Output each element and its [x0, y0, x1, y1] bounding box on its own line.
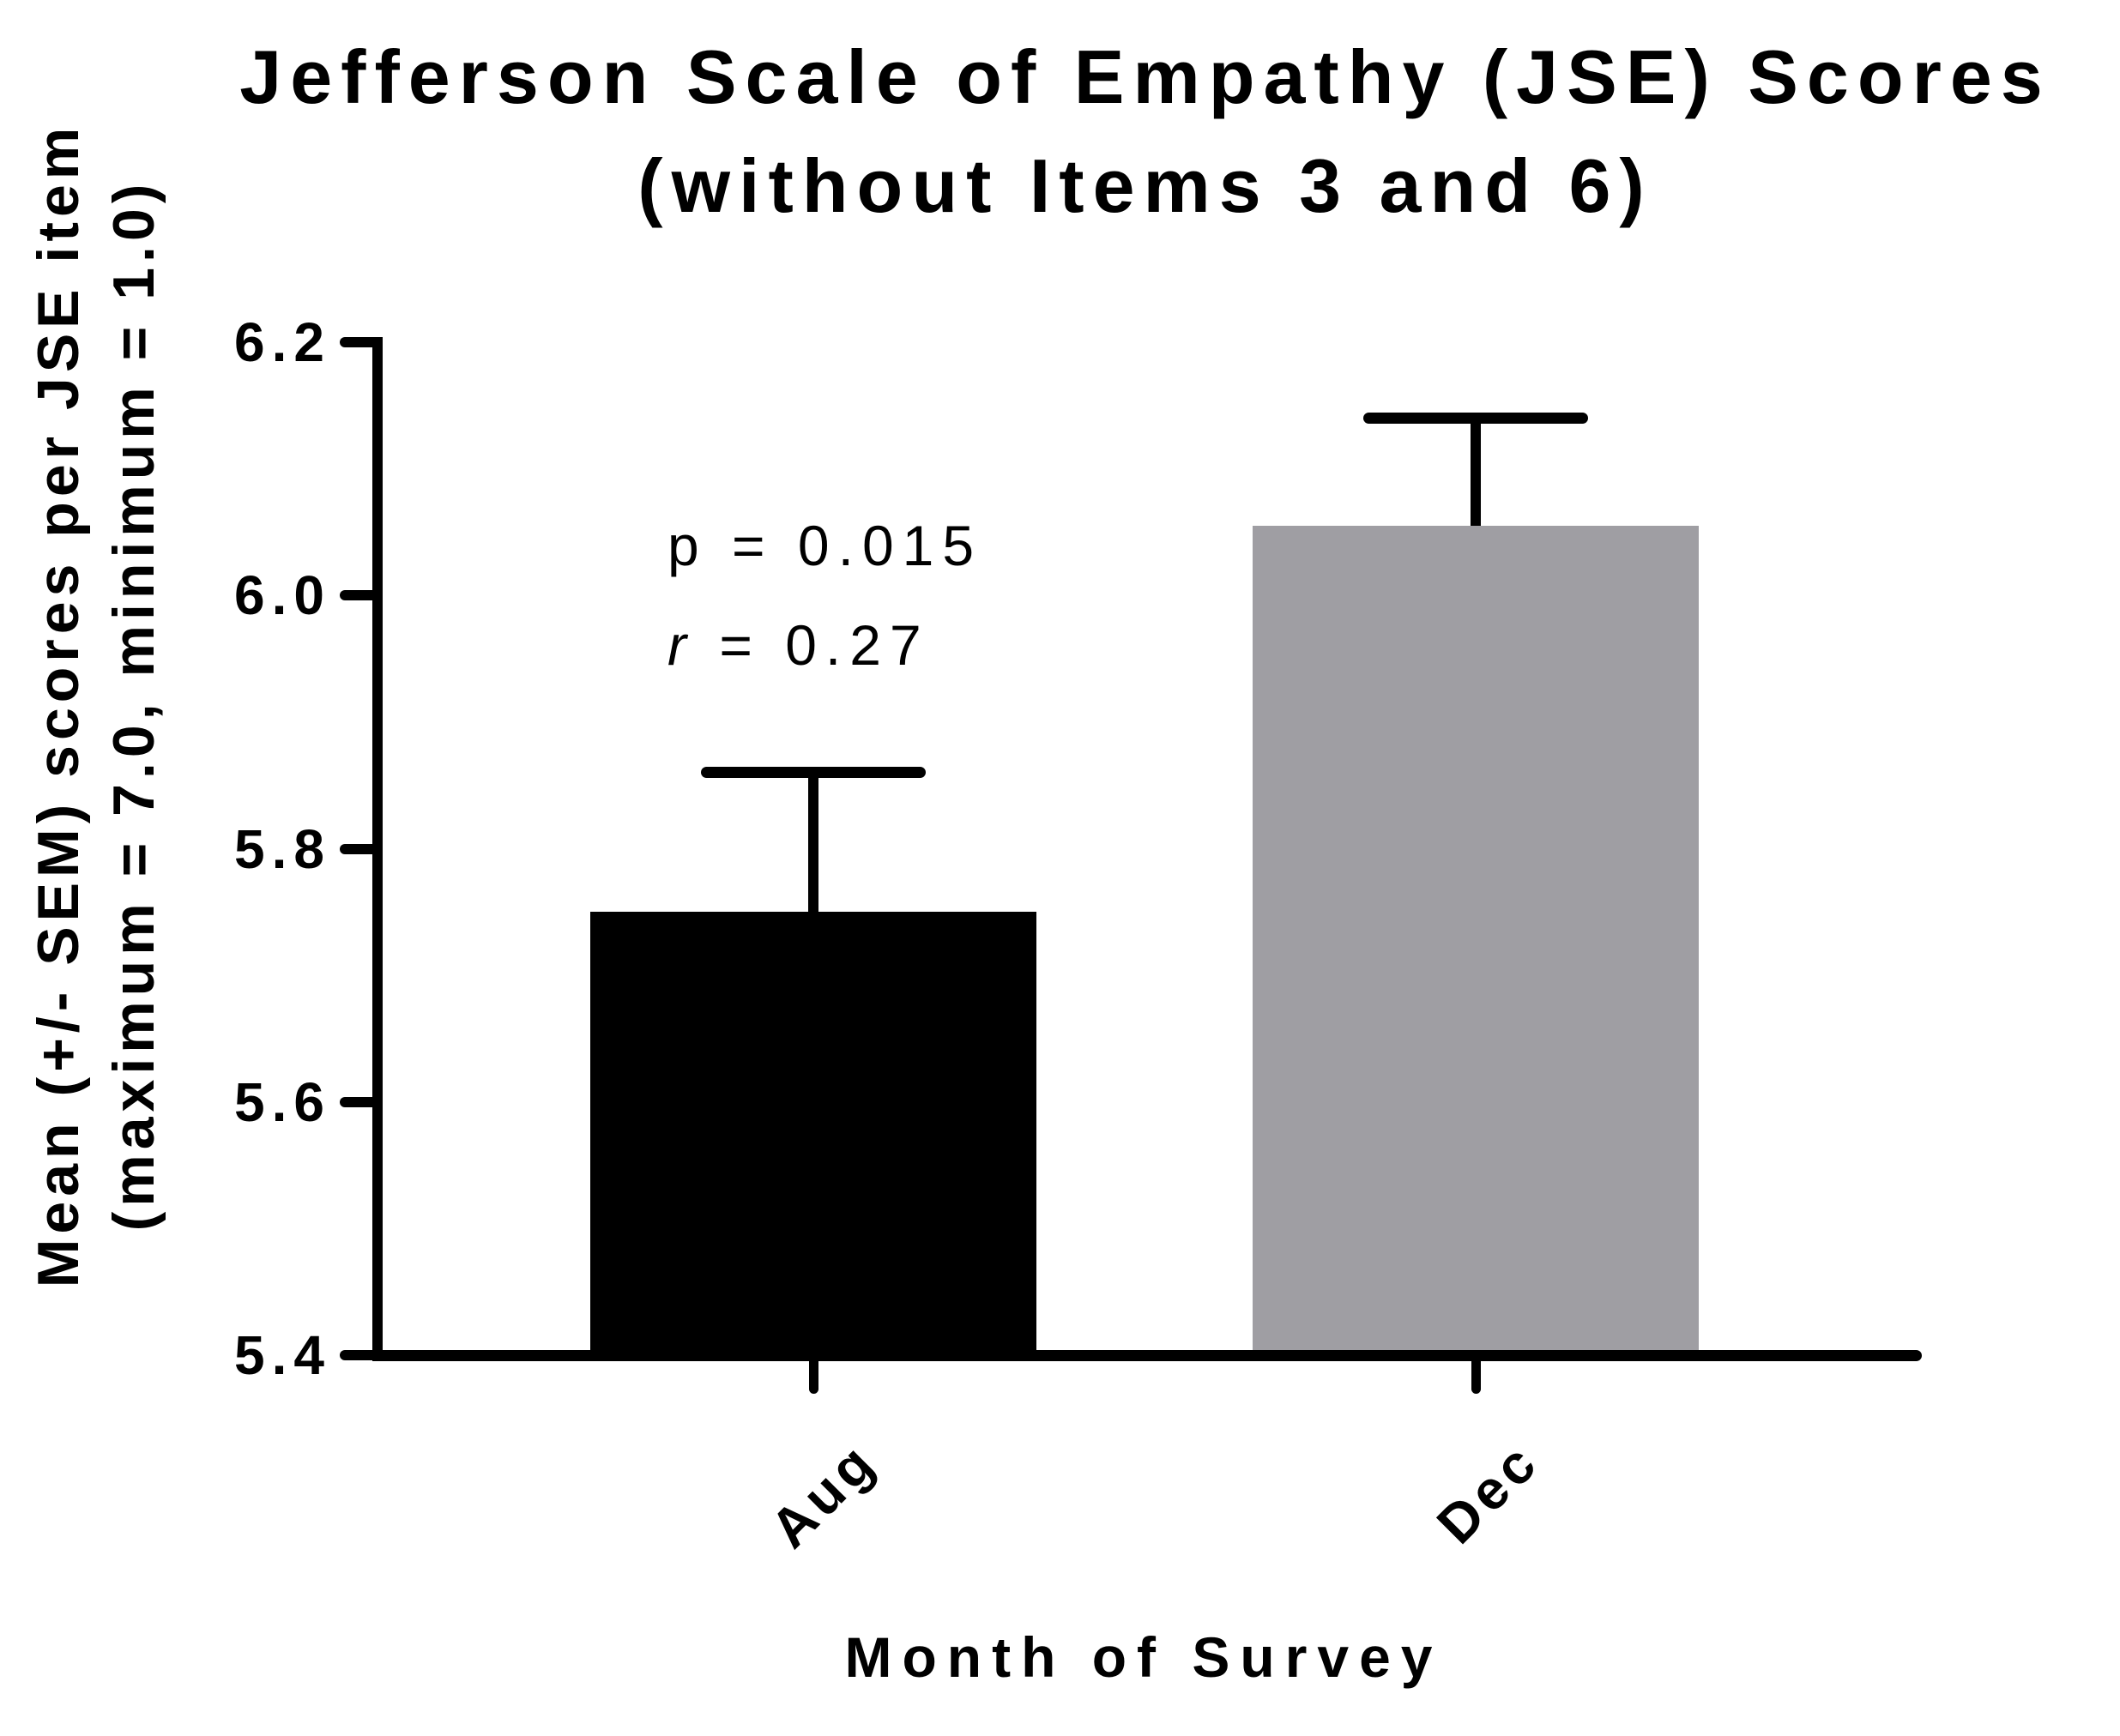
bar-dec — [1253, 526, 1699, 1352]
chart-title-line2: (without Items 3 and 6) — [637, 143, 1653, 228]
error-bar-stem-aug — [808, 772, 818, 913]
y-tick-6.0 — [340, 590, 383, 601]
y-tick-5.4 — [340, 1350, 383, 1360]
r-value-text: = 0.27 — [694, 613, 930, 677]
x-tick-dec — [1471, 1361, 1481, 1394]
y-tick-5.8 — [340, 843, 383, 854]
error-bar-cap-aug — [701, 767, 926, 779]
p-value-line: p = 0.015 — [667, 496, 982, 595]
chart-title: Jefferson Scale of Empathy (JSE) Scores … — [116, 22, 2120, 240]
p-value-text: = 0.015 — [707, 514, 983, 577]
stats-annotation: p = 0.015 r = 0.27 — [667, 496, 982, 695]
x-axis-title: Month of Survey — [844, 1625, 1443, 1689]
chart-title-line1: Jefferson Scale of Empathy (JSE) Scores — [239, 34, 2051, 119]
y-tick-label-5.8: 5.8 — [234, 817, 331, 880]
y-tick-label-5.6: 5.6 — [234, 1070, 331, 1133]
bar-aug — [590, 912, 1036, 1352]
y-tick-6.2 — [340, 337, 383, 347]
x-axis-line — [372, 1349, 1922, 1361]
x-tick-aug — [808, 1361, 818, 1394]
r-symbol: r — [667, 613, 695, 677]
y-tick-5.6 — [340, 1096, 383, 1107]
error-bar-cap-dec — [1363, 413, 1588, 425]
y-tick-label-5.4: 5.4 — [234, 1324, 331, 1386]
error-bar-stem-dec — [1471, 418, 1481, 527]
y-tick-label-6.2: 6.2 — [234, 311, 331, 373]
y-tick-label-6.0: 6.0 — [234, 564, 331, 627]
r-value-line: r = 0.27 — [667, 595, 982, 695]
p-symbol: p — [667, 514, 708, 577]
